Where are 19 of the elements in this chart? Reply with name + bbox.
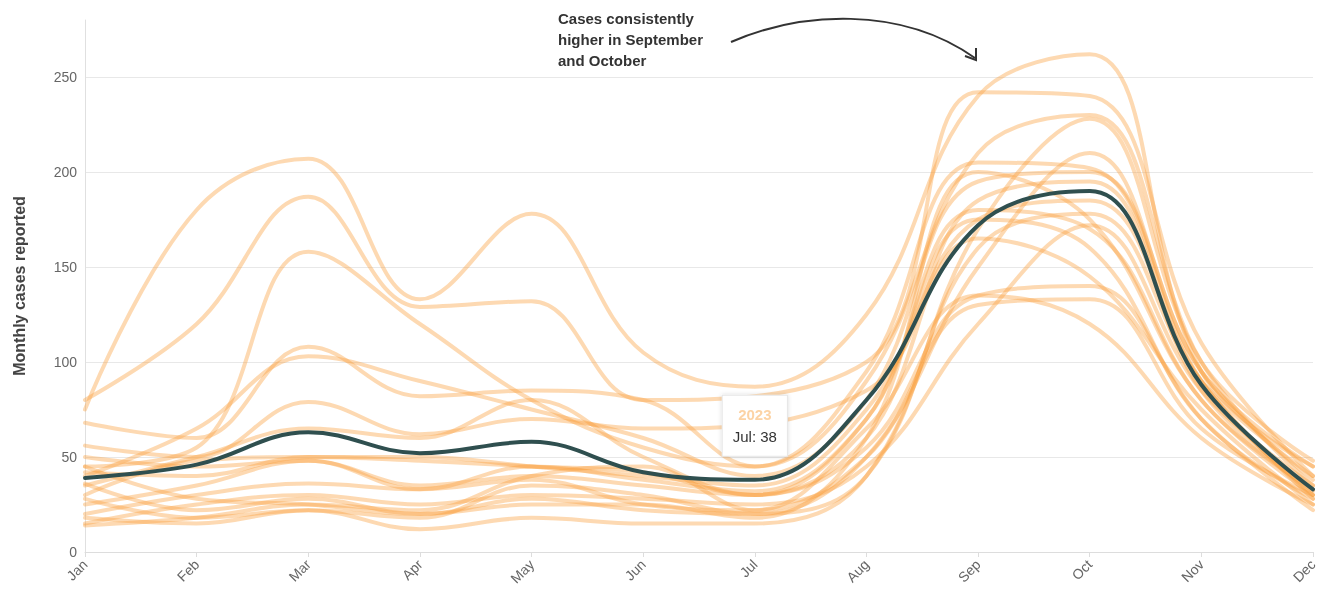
x-tick-label: Mar (285, 556, 315, 585)
x-tick-label: Oct (1068, 556, 1096, 584)
y-tick-label: 50 (61, 449, 78, 465)
x-tick-label: Dec (1289, 556, 1319, 586)
x-tick-label: Apr (398, 556, 426, 584)
x-tick-label: Sep (954, 556, 984, 586)
x-tick-label: Jul (736, 556, 761, 581)
y-tick-label: 250 (53, 69, 78, 85)
y-axis-title: Monthly cases reported (10, 196, 28, 376)
text: 2023 (738, 406, 772, 424)
x-tick-label: Feb (173, 556, 203, 585)
annotation: Cases consistently higher in September and October (558, 10, 708, 69)
x-tick-label: Nov (1178, 556, 1208, 586)
y-tick-label: 150 (53, 259, 78, 275)
x-tick-label: Jun (621, 556, 649, 584)
annotation: Jul: 38 (732, 428, 777, 446)
x-tick-label: Aug (843, 556, 873, 586)
y-tick-label: 100 (53, 354, 78, 370)
y-tick-label: 200 (53, 164, 78, 180)
